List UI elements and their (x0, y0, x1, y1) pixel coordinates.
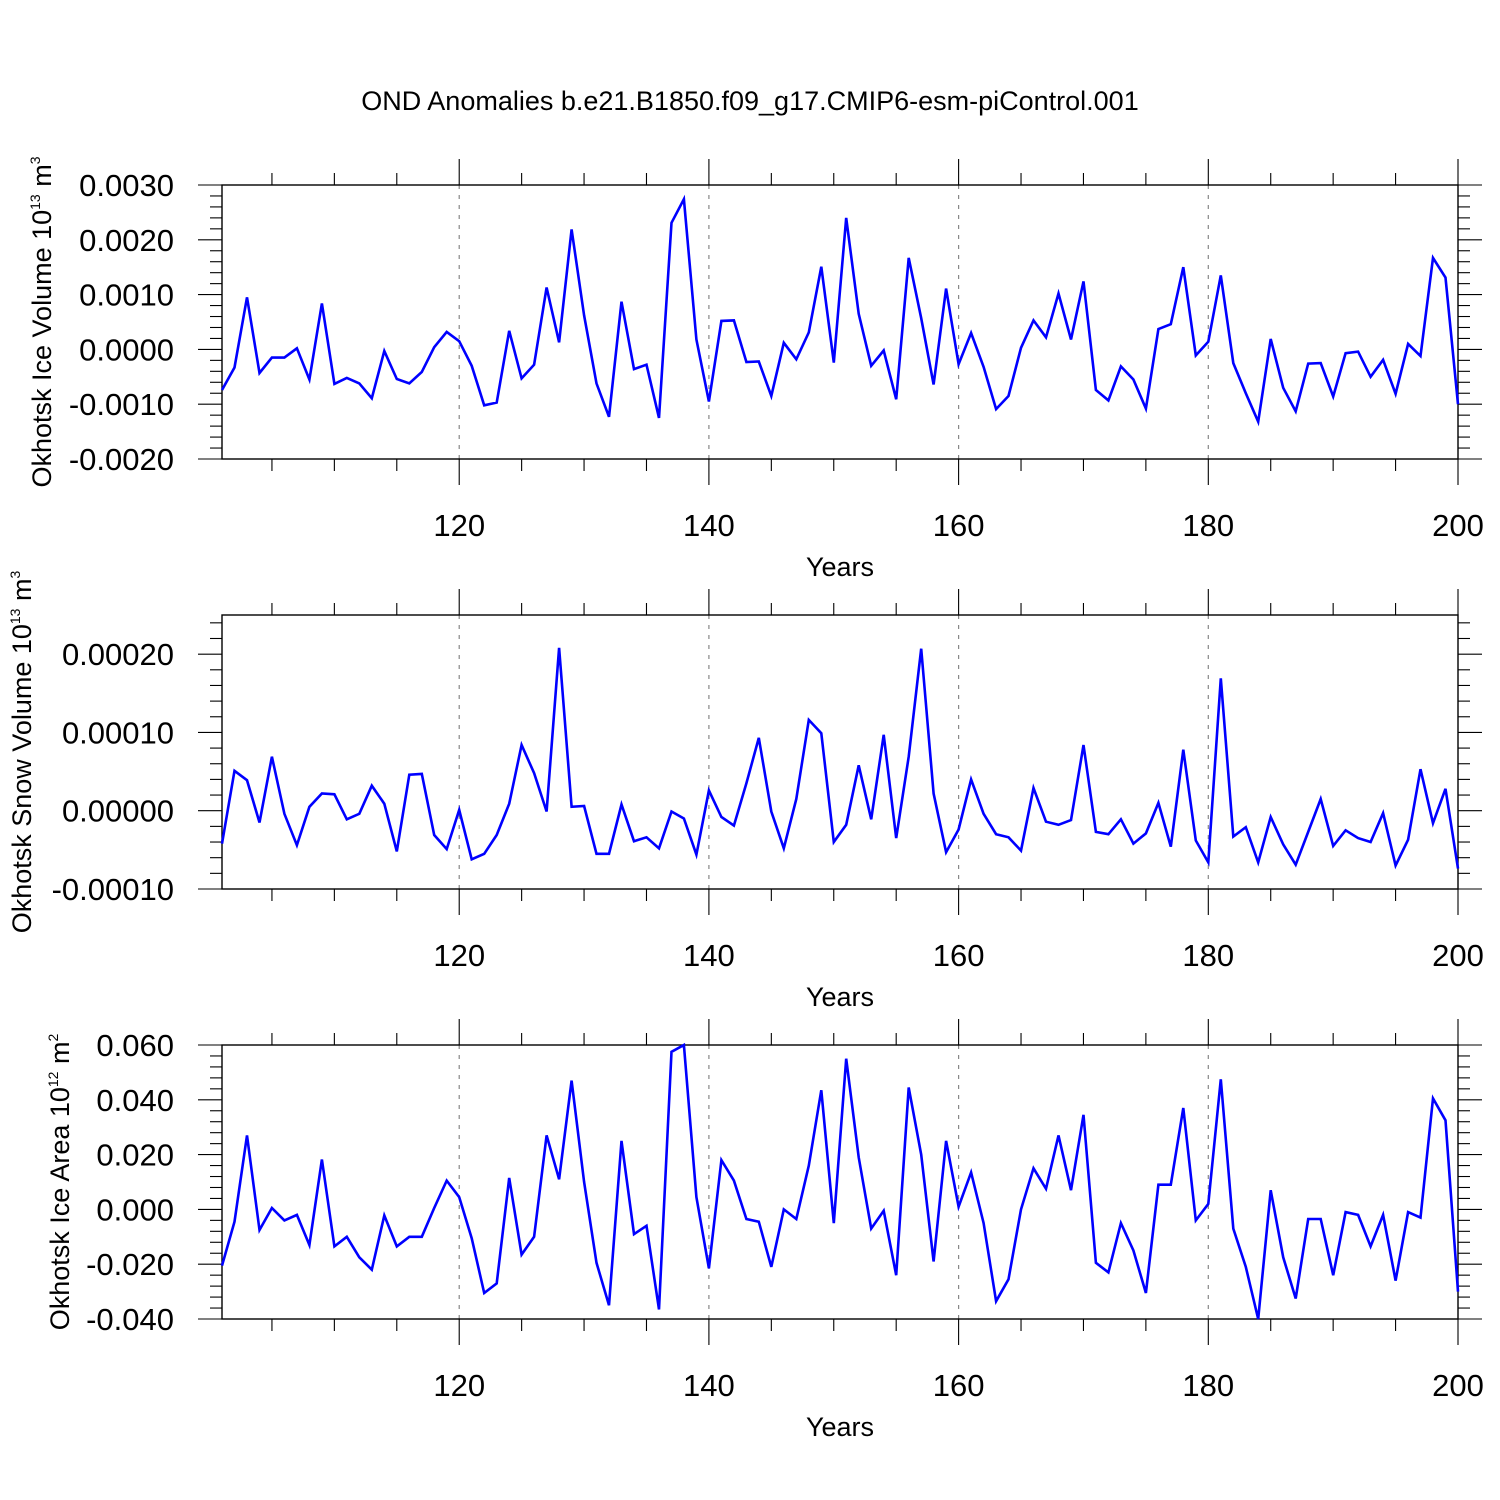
y-axis-label-exponent: 12 (45, 1071, 61, 1087)
y-axis-label-unit: m (45, 1042, 75, 1072)
y-axis-label-exponent: 13 (27, 194, 43, 210)
x-tick-label: 200 (1432, 938, 1484, 973)
y-axis-label-main: Okhotsk Ice Area 10 (45, 1087, 75, 1330)
y-axis-label-unit-exponent: 2 (45, 1034, 61, 1042)
figure-title: OND Anomalies b.e21.B1850.f09_g17.CMIP6-… (361, 86, 1138, 116)
series-line-ice-area (220, 1042, 1460, 1320)
x-tick-label: 140 (683, 938, 735, 973)
x-tick-label: 160 (933, 938, 985, 973)
plot-frame (221, 614, 1459, 890)
y-axis-label: Okhotsk Ice Volume 1013 m3 (27, 156, 57, 487)
y-tick-label: 0.020 (96, 1138, 174, 1173)
x-tick-label: 140 (683, 508, 735, 543)
y-tick-label: 0.0000 (79, 332, 174, 367)
x-tick-label: 180 (1182, 938, 1234, 973)
y-tick-label: -0.00010 (52, 872, 174, 907)
y-tick-label: -0.0020 (69, 442, 174, 477)
x-tick-label: 120 (433, 508, 485, 543)
panel-snow-volume: 120 140 160 180 200 -0.00010 0.00000 0.00010 0.0… (7, 571, 1484, 1012)
y-axis-label-main: Okhotsk Ice Volume 10 (27, 210, 57, 488)
series-line-snow-volume (220, 647, 1460, 870)
y-tick-label: 0.00000 (62, 794, 174, 829)
series-line-ice-volume (220, 194, 1460, 427)
x-tick-label: 200 (1432, 1368, 1484, 1403)
y-tick-label: 0.040 (96, 1083, 174, 1118)
y-tick-label: 0.060 (96, 1028, 174, 1063)
x-tick-label: 180 (1182, 508, 1234, 543)
y-axis-label-main: Okhotsk Snow Volume 10 (7, 624, 37, 933)
y-axis-label: Okhotsk Snow Volume 1013 m3 (7, 571, 37, 934)
y-tick-label: 0.0030 (79, 168, 174, 203)
y-tick-label: 0.0010 (79, 278, 174, 313)
y-axis-label-unit-exponent: 3 (7, 571, 23, 579)
y-axis-label: Okhotsk Ice Area 1012 m2 (45, 1034, 75, 1331)
y-axis-label-unit: m (27, 164, 57, 194)
y-tick-label: 0.000 (96, 1192, 174, 1227)
y-axis-label-unit: m (7, 579, 37, 609)
plot-frame (221, 184, 1459, 460)
x-tick-label: 120 (433, 938, 485, 973)
plot-frame (221, 1044, 1459, 1320)
y-tick-label: 0.00010 (62, 715, 174, 750)
x-tick-label: 160 (933, 508, 985, 543)
x-tick-label: 200 (1432, 508, 1484, 543)
x-axis-label: Years (806, 982, 874, 1012)
y-tick-label: -0.040 (86, 1302, 174, 1337)
y-tick-label: 0.00020 (62, 637, 174, 672)
x-tick-label: 180 (1182, 1368, 1234, 1403)
x-axis-label: Years (806, 552, 874, 582)
panel-ice-volume: 120 140 160 180 200 -0.0020 -0.0010 0.0000 0.001… (27, 156, 1484, 582)
y-tick-label: -0.020 (86, 1247, 174, 1282)
y-axis-label-exponent: 13 (7, 608, 23, 624)
panel-ice-area: 120 140 160 180 200 -0.040 -0.020 0.000 0.020 0.0… (45, 1019, 1484, 1442)
x-axis-label: Years (806, 1412, 874, 1442)
x-tick-label: 140 (683, 1368, 735, 1403)
x-tick-label: 160 (933, 1368, 985, 1403)
y-tick-label: -0.0010 (69, 387, 174, 422)
x-tick-label: 120 (433, 1368, 485, 1403)
y-axis-label-unit-exponent: 3 (27, 156, 43, 164)
y-tick-label: 0.0020 (79, 223, 174, 258)
